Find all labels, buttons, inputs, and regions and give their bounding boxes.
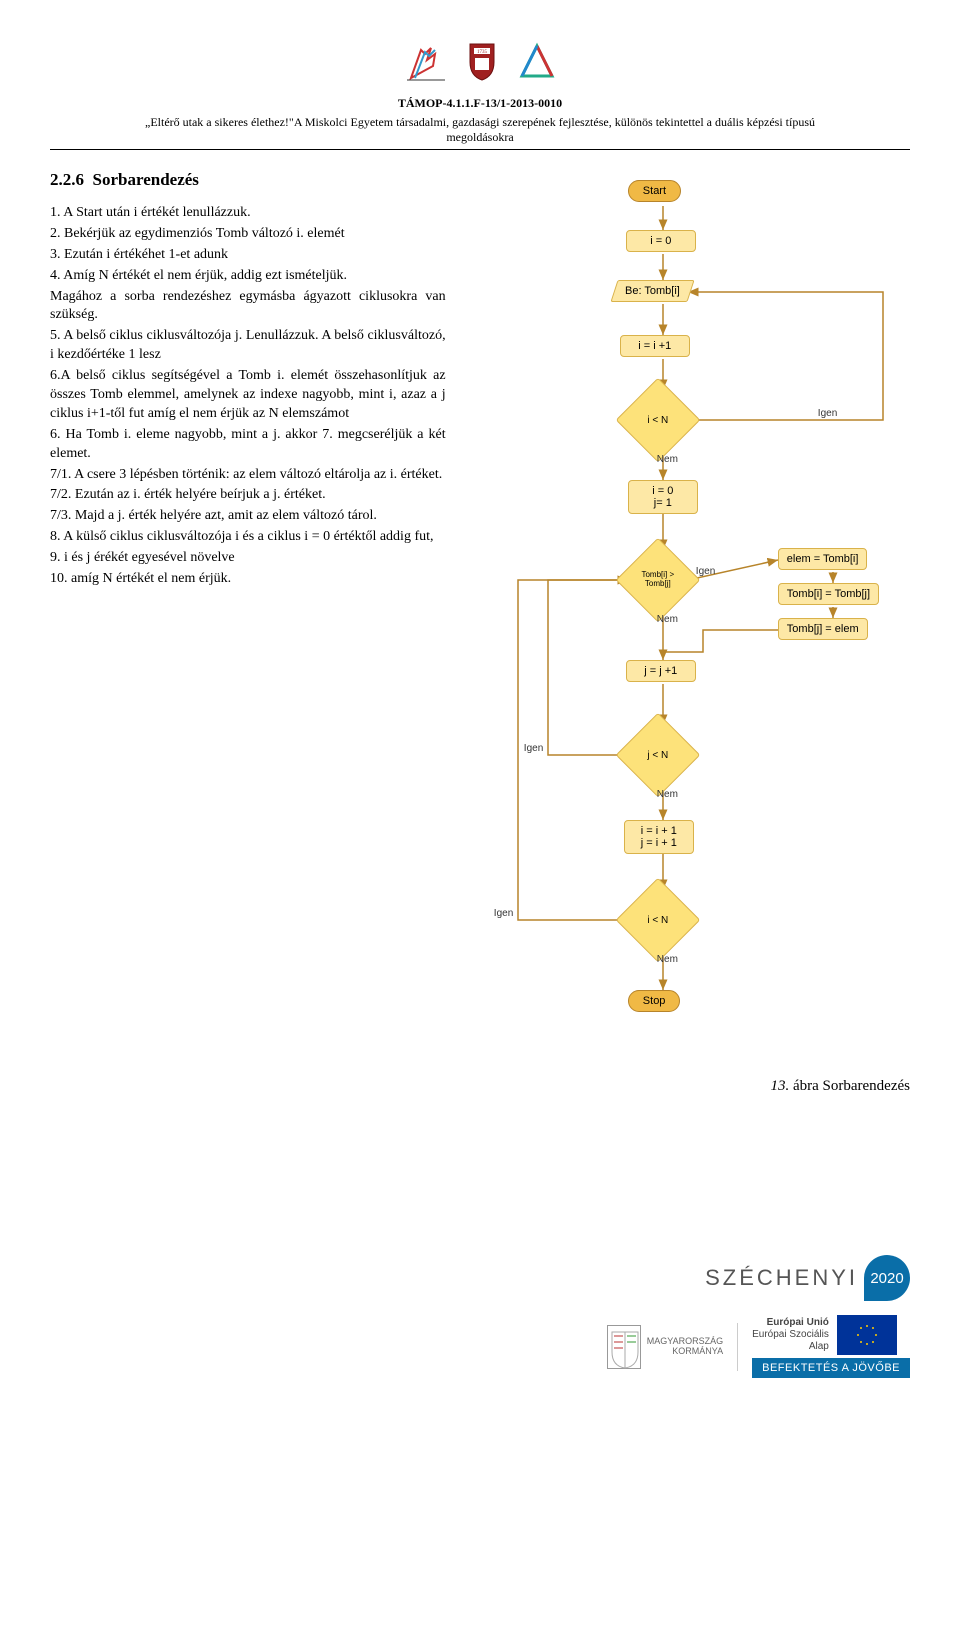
body-paragraph: Magához a sorba rendezéshez egymásba ágy…: [50, 288, 446, 326]
flow-node-d4: i < N: [628, 890, 688, 950]
invest-slogan: BEFEKTETÉS A JÖVŐBE: [752, 1358, 910, 1378]
header-divider: [50, 149, 910, 150]
eu-text: Európai Unió Európai Szociális Alap: [752, 1317, 829, 1353]
hungary-crest-icon: [607, 1325, 641, 1369]
magyar-kormanya-text: MAGYARORSZÁG KORMÁNYA: [647, 1337, 723, 1357]
body-paragraph: 3. Ezután i értékéhet 1-et adunk: [50, 246, 446, 265]
flow-node-d1: i < N: [628, 390, 688, 450]
body-paragraph: 2. Bekérjük az egydimenziós Tomb változó…: [50, 225, 446, 244]
text-column: 2.2.6 Sorbarendezés 1. A Start után i ér…: [50, 170, 446, 1095]
footer: SZÉCHENYI 2020 MAGYARORSZÁG KORMÁNYA Eur…: [0, 1255, 960, 1398]
flow-node-swap1: elem = Tomb[i]: [778, 548, 868, 570]
body-paragraph: 1. A Start után i értékét lenullázzuk.: [50, 204, 446, 223]
flow-node-i0: i = 0: [626, 230, 696, 252]
flow-node-d2: Tomb[i] > Tomb[j]: [628, 550, 688, 610]
flow-node-swap3: Tomb[j] = elem: [778, 618, 868, 640]
flow-node-start: Start: [628, 180, 681, 202]
body-paragraph: 10. amíg N értékét el nem érjük.: [50, 570, 446, 589]
header-logos: 1735: [50, 30, 910, 92]
flow-edge-label: Igen: [818, 408, 837, 419]
body-paragraph: 7/3. Majd a j. érték helyére azt, amit a…: [50, 507, 446, 526]
body-paragraph: 6. Ha Tomb i. eleme nagyobb, mint a j. a…: [50, 426, 446, 464]
tamop-code: TÁMOP-4.1.1.F-13/1-2013-0010: [50, 96, 910, 111]
body-paragraph: 9. i és j érékét egyesével növelve: [50, 549, 446, 568]
flow-node-inc: i = i +1: [620, 335, 690, 357]
flow-node-d3: j < N: [628, 725, 688, 785]
flow-node-input: Be: Tomb[i]: [610, 280, 694, 302]
header-subtitle: „Eltérő utak a sikeres élethez!"A Miskol…: [110, 115, 850, 145]
flow-node-stop: Stop: [628, 990, 681, 1012]
body-paragraph: 5. A belső ciklus ciklusváltozója j. Len…: [50, 327, 446, 365]
flow-node-jinc: j = j +1: [626, 660, 696, 682]
logo-triangle-icon: [516, 40, 558, 87]
flow-node-ij0: i = 0 j= 1: [628, 480, 698, 514]
flow-edge-label: Nem: [657, 954, 678, 965]
flow-edge-label: Igen: [524, 743, 543, 754]
szechenyi-year-bubble: 2020: [864, 1255, 910, 1301]
flow-node-iinc2: i = i + 1 j = i + 1: [624, 820, 694, 854]
flowchart: Start i = 0 Be: Tomb[i] i = i +1 i < N i = 0 …: [478, 170, 898, 1070]
logo-runners-icon: [403, 40, 449, 87]
flow-edge-label: Nem: [657, 614, 678, 625]
flow-node-swap2: Tomb[i] = Tomb[j]: [778, 583, 879, 605]
flow-edge-label: Igen: [494, 908, 513, 919]
eu-flag-icon: [837, 1315, 897, 1355]
szechenyi-logo: SZÉCHENYI 2020: [705, 1255, 910, 1301]
logo-university-crest-icon: 1735: [464, 40, 500, 87]
figure-caption: 13. ábra Sorbarendezés: [466, 1078, 910, 1095]
flow-edge-label: Igen: [696, 566, 715, 577]
flow-edge-label: Nem: [657, 789, 678, 800]
flow-edge-label: Nem: [657, 454, 678, 465]
svg-text:1735: 1735: [477, 50, 488, 55]
body-paragraph: 6.A belső ciklus segítségével a Tomb i. …: [50, 367, 446, 424]
body-paragraph: 8. A külső ciklus ciklusváltozója i és a…: [50, 528, 446, 547]
section-heading: 2.2.6 Sorbarendezés: [50, 170, 446, 190]
body-paragraph: 7/2. Ezután az i. érték helyére beírjuk …: [50, 486, 446, 505]
body-paragraph: 7/1. A csere 3 lépésben történik: az ele…: [50, 466, 446, 485]
body-paragraph: 4. Amíg N értékét el nem érjük, addig ez…: [50, 267, 446, 286]
flowchart-column: Start i = 0 Be: Tomb[i] i = i +1 i < N i = 0 …: [466, 170, 910, 1095]
